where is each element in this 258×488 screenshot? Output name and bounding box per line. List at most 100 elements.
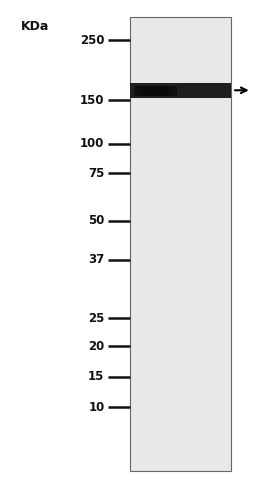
Bar: [187, 83, 188, 98]
Bar: [192, 83, 193, 98]
Bar: [145, 83, 146, 98]
Bar: [222, 83, 223, 98]
Bar: [176, 83, 177, 98]
Bar: [175, 86, 176, 96]
Bar: [160, 86, 161, 96]
Bar: [190, 83, 191, 98]
Bar: [172, 86, 173, 96]
Bar: [160, 83, 161, 98]
Text: 20: 20: [88, 340, 104, 353]
Bar: [148, 86, 149, 96]
Bar: [142, 86, 143, 96]
Bar: [157, 83, 158, 98]
Bar: [133, 83, 134, 98]
Bar: [191, 83, 192, 98]
Bar: [154, 83, 155, 98]
Bar: [188, 83, 189, 98]
Bar: [159, 83, 160, 98]
Bar: [141, 83, 142, 98]
Bar: [159, 86, 160, 96]
Bar: [145, 86, 146, 96]
Bar: [212, 83, 213, 98]
Bar: [185, 83, 186, 98]
Bar: [220, 83, 221, 98]
Bar: [144, 83, 145, 98]
Bar: [150, 86, 151, 96]
Bar: [226, 83, 227, 98]
Bar: [132, 83, 133, 98]
Bar: [209, 83, 210, 98]
Bar: [153, 86, 154, 96]
Bar: [154, 86, 155, 96]
Text: 25: 25: [88, 312, 104, 325]
Bar: [130, 17, 231, 471]
Bar: [173, 86, 174, 96]
Bar: [172, 83, 173, 98]
Bar: [130, 83, 131, 98]
Bar: [227, 83, 228, 98]
Bar: [174, 83, 175, 98]
Bar: [136, 83, 137, 98]
Bar: [176, 86, 177, 96]
Bar: [137, 83, 138, 98]
Bar: [177, 83, 178, 98]
Text: 250: 250: [80, 34, 104, 46]
Bar: [170, 83, 171, 98]
Bar: [162, 83, 163, 98]
Bar: [156, 83, 157, 98]
Bar: [182, 83, 183, 98]
Bar: [171, 86, 172, 96]
Bar: [166, 83, 167, 98]
Bar: [217, 83, 218, 98]
Bar: [169, 86, 170, 96]
Bar: [221, 83, 222, 98]
Text: 50: 50: [88, 214, 104, 227]
Bar: [180, 83, 181, 98]
Bar: [208, 83, 209, 98]
Bar: [229, 83, 230, 98]
Bar: [195, 83, 196, 98]
Bar: [179, 83, 180, 98]
Bar: [228, 83, 229, 98]
Bar: [149, 86, 150, 96]
Bar: [153, 83, 154, 98]
Bar: [143, 86, 144, 96]
Bar: [203, 83, 204, 98]
Bar: [166, 86, 167, 96]
Bar: [165, 83, 166, 98]
Bar: [211, 83, 212, 98]
Bar: [135, 83, 136, 98]
Bar: [161, 86, 162, 96]
Bar: [230, 83, 231, 98]
Bar: [167, 83, 168, 98]
Bar: [168, 83, 169, 98]
Bar: [135, 86, 136, 96]
Bar: [219, 83, 220, 98]
Bar: [146, 86, 147, 96]
Bar: [152, 83, 153, 98]
Bar: [143, 83, 144, 98]
Bar: [186, 83, 187, 98]
Bar: [164, 86, 165, 96]
Bar: [168, 86, 169, 96]
Bar: [200, 83, 201, 98]
Bar: [225, 83, 226, 98]
Bar: [223, 83, 224, 98]
Bar: [144, 86, 145, 96]
Bar: [137, 86, 138, 96]
Text: 75: 75: [88, 167, 104, 180]
Bar: [189, 83, 190, 98]
Bar: [155, 86, 156, 96]
Bar: [181, 83, 182, 98]
Bar: [155, 83, 156, 98]
Bar: [204, 83, 205, 98]
Text: 37: 37: [88, 253, 104, 266]
Bar: [158, 83, 159, 98]
Bar: [196, 83, 197, 98]
Text: 10: 10: [88, 401, 104, 414]
Bar: [161, 83, 162, 98]
Bar: [224, 83, 225, 98]
Bar: [207, 83, 208, 98]
Bar: [138, 86, 139, 96]
Bar: [163, 83, 164, 98]
